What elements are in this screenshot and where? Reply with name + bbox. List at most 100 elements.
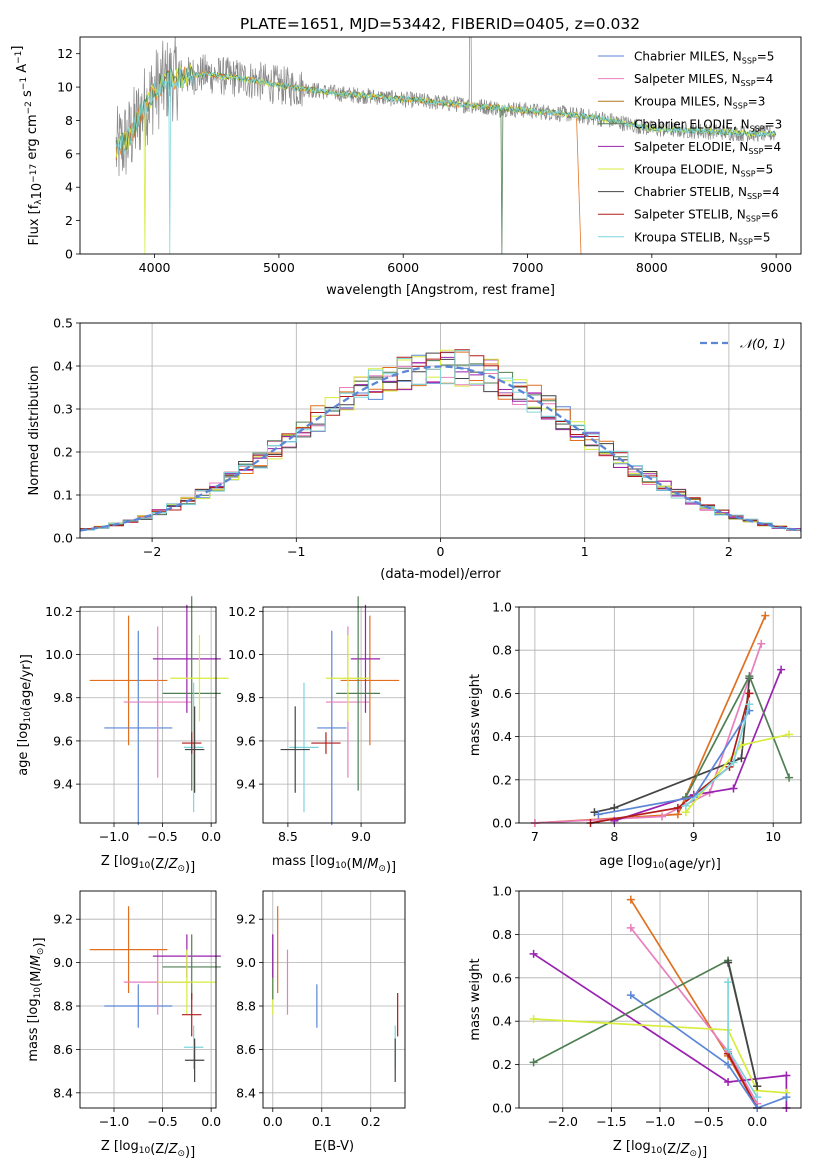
x-tick-label: 0.1	[312, 1114, 332, 1129]
y-tick-label: 0.3	[53, 402, 73, 417]
y-tick-label: 9.4	[236, 777, 256, 792]
error-bar-point	[162, 934, 221, 1000]
z_age-xlabel: Z [log10(Z/Z⊙)]	[101, 854, 195, 875]
x-tick-label: 0.0	[263, 1114, 283, 1129]
z_age-ylabel: age [log10(age/yr)]	[16, 654, 34, 776]
error-bar-point	[317, 630, 347, 826]
error-bar-point	[184, 1038, 205, 1082]
y-tick-label: 0.5	[53, 316, 73, 331]
y-tick-label: 0.4	[492, 1014, 512, 1029]
legend-entry: Salpeter STELIB, NSSP=6	[634, 208, 778, 224]
weight-series-line	[533, 1018, 787, 1094]
x-tick-label: 0.0	[747, 1114, 767, 1129]
y-tick-label: 0.6	[492, 686, 512, 701]
x-tick-label: −1.0	[99, 1114, 129, 1129]
x-tick-label: −0.5	[693, 1114, 723, 1129]
weight-point-marker	[626, 923, 635, 932]
y-tick-label: 0.8	[492, 643, 512, 658]
weight-series-line	[614, 669, 782, 822]
y-tick-label: 10.0	[45, 647, 73, 662]
ebv_mass-frame	[262, 890, 406, 1109]
error-bar-point	[157, 949, 216, 1015]
error-bar-point	[311, 732, 341, 754]
x-tick-label: −1.0	[99, 829, 129, 844]
weight-point-marker	[529, 1015, 538, 1024]
z_weight-axes: −2.0 −1.5 −1.0 −0.5 0.0 0.0 0.2 0.4 0.6 0.8 1.0 Z […	[468, 884, 802, 1160]
y-tick-label: 8.6	[53, 1042, 73, 1057]
weight-point-marker	[529, 949, 538, 958]
x-tick-label: 1	[581, 544, 589, 559]
x-tick-label: 5000	[263, 260, 295, 275]
y-tick-label: 0.8	[492, 927, 512, 942]
weight-point-marker	[724, 1077, 733, 1086]
error-bar-point	[152, 604, 221, 713]
z_mass-ylabel: mass [log10(M/M⊙)]	[26, 937, 47, 1061]
weight-series-line	[727, 1053, 758, 1109]
residuals-plot-area	[80, 349, 801, 533]
x-tick-label: 0	[437, 544, 445, 559]
y-tick-label: 0	[65, 247, 73, 262]
weight-point-marker	[724, 1060, 733, 1069]
y-tick-label: 10.0	[228, 647, 256, 662]
weight-point-marker	[757, 639, 766, 648]
y-tick-label: 8.8	[53, 999, 73, 1014]
y-tick-label: 9.2	[53, 912, 73, 927]
weight-point-marker	[724, 958, 733, 967]
error-bar-point	[182, 992, 202, 1037]
y-tick-label: 0.0	[53, 531, 73, 546]
z_mass-xlabel: Z [log10(Z/Z⊙)]	[101, 1139, 195, 1160]
x-tick-label: −1.0	[645, 1114, 675, 1129]
weight-point-marker	[529, 1058, 538, 1067]
y-tick-label: 0.2	[492, 772, 512, 787]
x-tick-label: −1.5	[596, 1114, 626, 1129]
y-tick-label: 9.8	[53, 690, 73, 705]
y-tick-label: 9.8	[236, 690, 256, 705]
y-tick-label: 6	[65, 146, 73, 161]
weight-point-marker	[782, 1071, 791, 1080]
weight-point-marker	[753, 1082, 762, 1091]
y-tick-label: 8.4	[53, 1085, 73, 1100]
y-tick-label: 10.2	[45, 604, 73, 619]
age_weight-ylabel: mass weight	[468, 674, 483, 756]
x-tick-label: 6000	[387, 260, 419, 275]
z_weight-frame	[518, 890, 802, 1109]
y-tick-label: 8.6	[236, 1042, 256, 1057]
error-bar-point	[289, 682, 319, 813]
y-tick-label: 1.0	[492, 884, 512, 899]
y-tick-label: 12	[57, 46, 73, 61]
error-bar-point	[123, 626, 192, 778]
weight-series-line	[727, 962, 759, 1087]
spectrum-frame	[79, 36, 802, 255]
z_age-axes: −1.0 −0.5 0.0 9.4 9.6 9.8 10.0 10.2 Z [log10(Z/Z…	[16, 596, 229, 875]
weight-point-marker	[745, 700, 754, 709]
x-tick-label: 9.0	[351, 829, 371, 844]
residuals-frame	[79, 322, 802, 539]
residuals-ylabel: Normed distribution	[27, 366, 42, 496]
y-tick-label: 0.4	[492, 729, 512, 744]
weight-point-marker	[673, 803, 682, 812]
y-tick-label: 8.8	[236, 999, 256, 1014]
error-bar-point	[183, 1025, 204, 1069]
error-bar-point	[104, 984, 173, 1028]
y-tick-label: 8.4	[236, 1085, 256, 1100]
x-tick-label: −0.5	[147, 829, 177, 844]
residuals-xlabel: (data-model)/error	[380, 567, 501, 582]
x-tick-label: 9	[690, 829, 698, 844]
weight-point-marker	[761, 611, 770, 620]
error-bar-point	[325, 635, 370, 722]
legend-entry: Chabrier MILES, NSSP=5	[634, 50, 774, 66]
error-bar-point	[183, 682, 204, 813]
weight-point-marker	[610, 803, 619, 812]
x-tick-label: 4000	[139, 260, 171, 275]
z_weight-xlabel: Z [log10(Z/Z⊙)]	[613, 1139, 707, 1160]
legend-entry: Chabrier STELIB, NSSP=4	[634, 185, 780, 201]
spectrum-legend: Chabrier MILES, NSSP=5 Salpeter MILES, NS…	[598, 50, 782, 246]
z_weight-ylabel: mass weight	[468, 958, 483, 1040]
x-tick-label: 10	[765, 829, 781, 844]
y-tick-label: 8	[65, 113, 73, 128]
weight-point-marker	[681, 801, 690, 810]
weight-point-marker	[737, 754, 746, 763]
mass_age-axes: 8.5 9.0 9.4 9.6 9.8 10.0 10.2 mass [log10(M/M⊙)…	[228, 596, 406, 875]
x-tick-label: −1	[287, 544, 305, 559]
